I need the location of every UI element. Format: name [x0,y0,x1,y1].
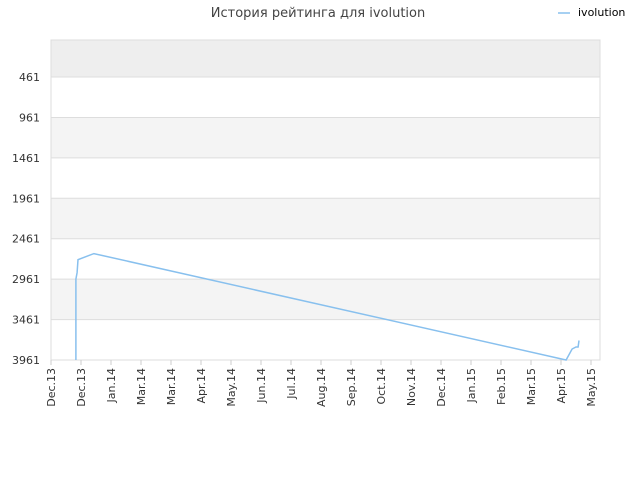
x-tick-label: Mar.14 [135,368,148,405]
y-tick-label: 3461 [12,314,40,327]
x-tick-label: Dec.13 [45,368,58,407]
chart-title: История рейтинга для ivolution [211,6,425,21]
plot-band [51,198,600,239]
x-tick-label: Jan.15 [465,368,478,403]
x-tick-label: Jan.14 [105,368,118,403]
plot-band [51,238,600,280]
x-tick-label: Dec.13 [75,368,88,407]
plot-band [51,279,600,320]
x-tick-label: May.15 [585,368,598,407]
plot-band [51,40,600,78]
x-tick-label: Jul.14 [285,368,298,400]
x-tick-label: Aug.14 [315,368,328,407]
x-tick-label: Apr.14 [195,368,208,404]
y-tick-label: 961 [19,111,40,124]
x-tick-label: May.14 [225,368,238,407]
plot-band [51,77,600,118]
y-tick-label: 2961 [12,273,40,286]
y-tick-label: 2461 [12,233,40,246]
line [75,252,580,361]
x-tick-label: Dec.14 [435,368,448,407]
x-tick-label: Mar.15 [525,368,538,405]
x-tick-label: Jun.14 [255,368,268,404]
y-tick-label: 1461 [12,152,40,165]
legend-label: ivolution [578,6,625,19]
x-tick-label: Mar.14 [165,368,178,405]
plot-band [51,157,600,199]
x-tick-label: Sep.14 [345,368,358,406]
y-tick-label: 1961 [12,192,40,205]
x-tick-label: Nov.14 [405,368,418,406]
x-tick-label: Feb.15 [495,368,508,405]
plot-band [51,117,600,158]
y-tick-label: 3961 [12,354,40,367]
plot-band [51,319,600,360]
x-tick-label: Oct.14 [375,368,388,405]
x-tick-label: Apr.15 [555,368,568,404]
y-tick-label: 461 [19,71,40,84]
